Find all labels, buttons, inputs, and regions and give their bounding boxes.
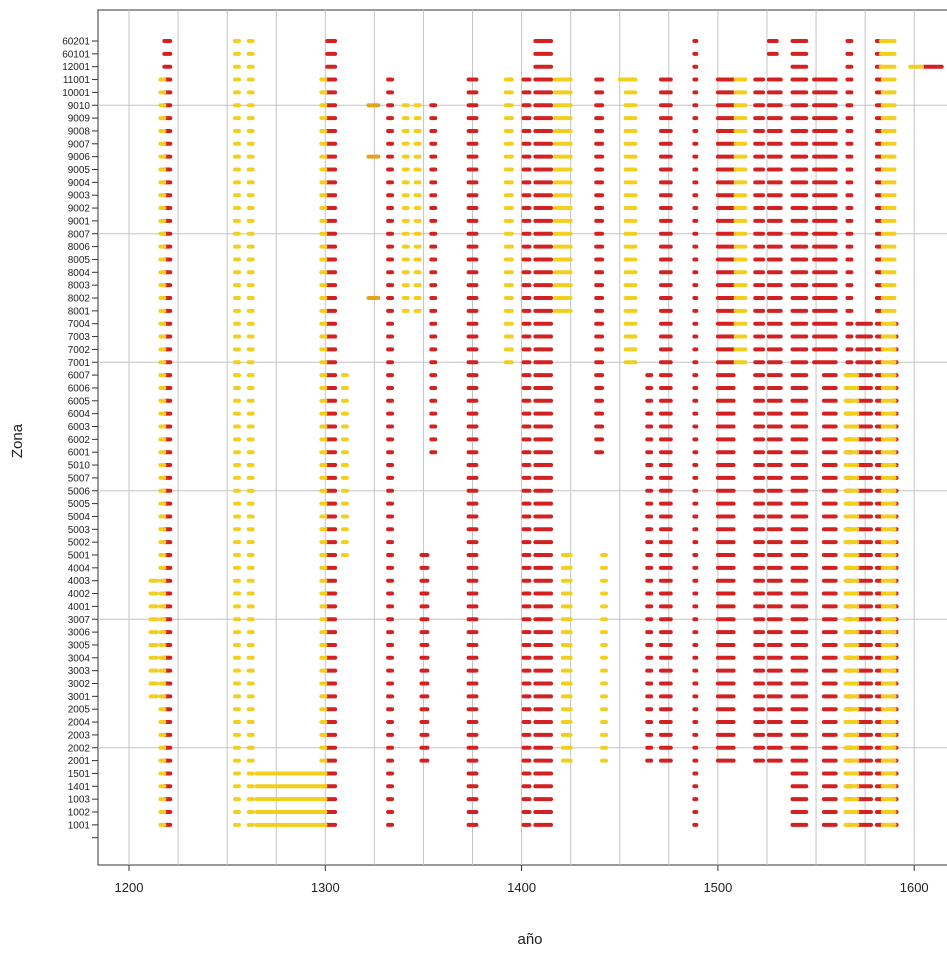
y-tick-label: 12001 (62, 62, 90, 73)
y-tick-label: 1003 (68, 795, 91, 806)
y-tick-label: 60201 (62, 37, 90, 48)
y-tick-label: 4001 (68, 602, 91, 613)
y-tick-label: 60101 (62, 49, 90, 60)
y-tick-label: 3006 (68, 628, 91, 639)
y-tick-label: 6001 (68, 448, 91, 459)
y-tick-label: 2002 (68, 743, 91, 754)
y-tick-label: 2003 (68, 730, 91, 741)
y-tick-label: 3003 (68, 666, 91, 677)
y-tick-label: 9007 (68, 139, 91, 150)
y-tick-label: 9003 (68, 191, 91, 202)
y-tick-label: 5004 (68, 512, 91, 523)
y-tick-label: 5003 (68, 525, 91, 536)
y-tick-label: 10001 (62, 88, 90, 99)
y-tick-label: 9010 (68, 101, 91, 112)
y-tick-label: 8003 (68, 281, 91, 292)
y-tick-label: 2004 (68, 718, 91, 729)
y-tick-label: 9004 (68, 178, 91, 189)
y-tick-label: 2001 (68, 756, 91, 767)
y-tick-label: 4003 (68, 576, 91, 587)
y-tick-label: 9001 (68, 216, 91, 227)
x-tick-label: 1600 (900, 880, 929, 895)
y-tick-label: 6007 (68, 371, 91, 382)
y-tick-label: 8001 (68, 306, 91, 317)
y-tick-label: 6003 (68, 422, 91, 433)
x-tick-label: 1300 (311, 880, 340, 895)
y-tick-label: 4002 (68, 589, 91, 600)
y-tick-label: 6002 (68, 435, 91, 446)
y-tick-label: 7002 (68, 345, 91, 356)
y-tick-label: 8007 (68, 229, 91, 240)
plot-frame (97, 9, 947, 866)
y-tick-label: 9002 (68, 204, 91, 215)
y-tick-label: 3005 (68, 640, 91, 651)
y-tick-label: 3004 (68, 653, 91, 664)
y-tick-label: 5010 (68, 461, 91, 472)
y-tick-label: 6005 (68, 396, 91, 407)
y-tick-label: 3007 (68, 615, 91, 626)
data-marks (148, 39, 944, 827)
y-tick-label: 8006 (68, 242, 91, 253)
y-tick-label: 8004 (68, 268, 91, 279)
y-tick-label: 7004 (68, 319, 91, 330)
y-tick-label: 5007 (68, 473, 91, 484)
y-tick-label: 5006 (68, 486, 91, 497)
y-tick-label: 9005 (68, 165, 91, 176)
y-tick-label: 1001 (68, 820, 91, 831)
y-tick-label: 11001 (63, 75, 91, 86)
y-tick-label: 2005 (68, 705, 91, 716)
y-tick-label: 3002 (68, 679, 91, 690)
y-tick-label: 7003 (68, 332, 91, 343)
y-tick-label: 9006 (68, 152, 91, 163)
y-tick-label: 7001 (68, 358, 91, 369)
x-tick-label: 1400 (507, 880, 536, 895)
y-tick-label: 8005 (68, 255, 91, 266)
x-tick-label: 1200 (115, 880, 144, 895)
y-tick-label: 6004 (68, 409, 91, 420)
y-tick-label: 8002 (68, 294, 91, 305)
y-tick-label: 5002 (68, 538, 91, 549)
x-tick-labels: 1200 1300 1400 1500 1600 (115, 865, 929, 895)
y-tick-label: 1501 (68, 769, 91, 780)
y-tick-label: 6006 (68, 383, 91, 394)
y-tick-label: 5005 (68, 499, 91, 510)
marks-group (148, 39, 944, 827)
y-tick-label: 5001 (68, 551, 91, 562)
y-axis-label: Zona (9, 423, 26, 458)
x-tick-label: 1500 (703, 880, 732, 895)
y-tick-label: 9008 (68, 126, 91, 137)
y-tick-label: 4004 (68, 563, 91, 574)
y-tick-label: 3001 (68, 692, 91, 703)
y-tick-label: 1002 (68, 808, 91, 819)
y-tick-label: 1401 (68, 782, 91, 793)
y-tick-label: 9009 (68, 114, 91, 125)
x-axis-label: año (517, 931, 542, 948)
